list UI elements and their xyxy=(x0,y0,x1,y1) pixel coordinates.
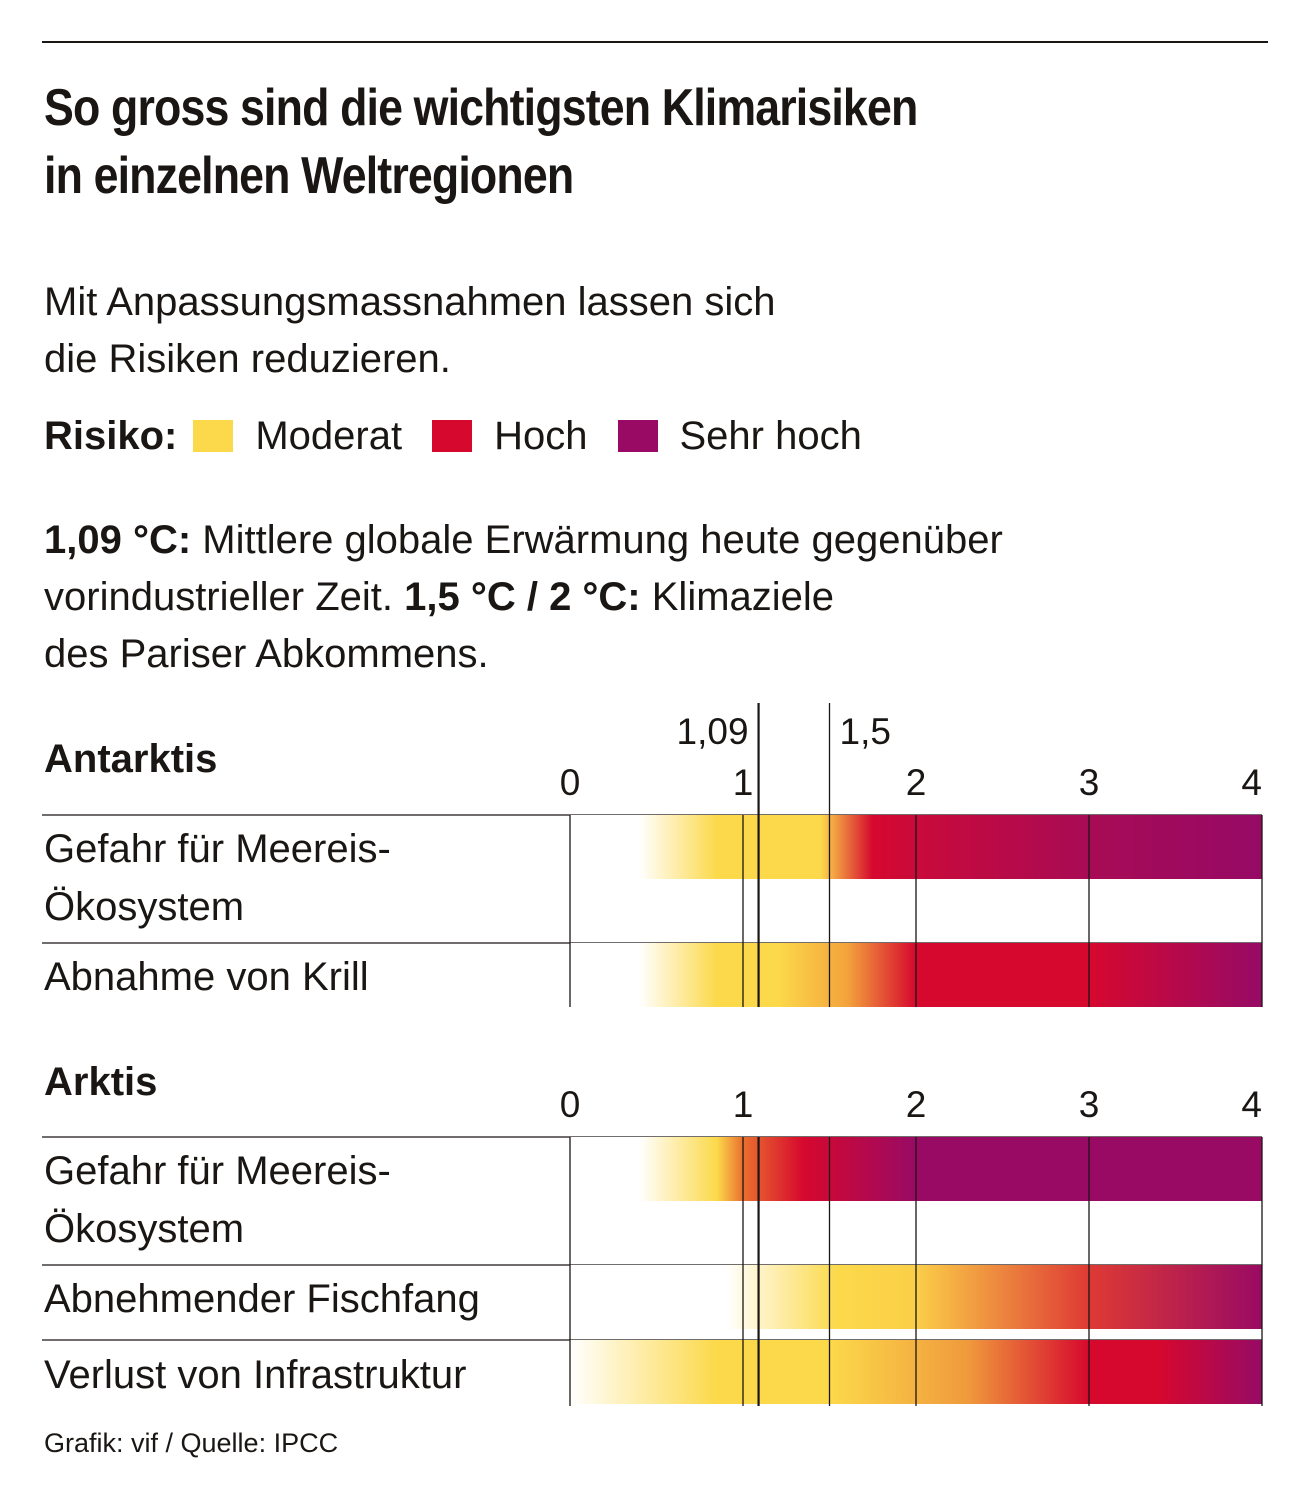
note-line-2: vorindustrieller Zeit. 1,5 °C / 2 °C: Kl… xyxy=(44,569,1003,626)
chart-subtitle: Mit Anpassungsmassnahmen lassen sich die… xyxy=(44,274,775,388)
row-label-antarktis-1-0: Abnahme von Krill xyxy=(44,955,369,999)
row-label-antarktis-0-1: Ökosystem xyxy=(44,885,244,929)
x-tick-label-antarktis-2: 2 xyxy=(906,762,927,803)
row-label-antarktis-0-0: Gefahr für Meereis- xyxy=(44,827,391,871)
x-tick-label-arktis-1: 1 xyxy=(733,1084,754,1125)
explanatory-note: 1,09 °C: Mittlere globale Erwärmung heut… xyxy=(44,512,1003,683)
note-text-climate-targets: Klimaziele xyxy=(640,575,835,619)
top-rule xyxy=(42,41,1268,43)
reference-label-15: 1,5 xyxy=(840,711,891,752)
note-line-1: 1,09 °C: Mittlere globale Erwärmung heut… xyxy=(44,512,1003,569)
source-credit: Grafik: vif / Quelle: IPCC xyxy=(44,1428,339,1458)
x-tick-label-arktis-3: 3 xyxy=(1079,1084,1100,1125)
legend-swatch-moderat xyxy=(193,420,234,452)
legend-label-moderat: Moderat xyxy=(255,413,403,458)
legend-title: Risiko: xyxy=(44,413,178,458)
x-tick-label-antarktis-1: 1 xyxy=(733,762,754,803)
chart-title: So gross sind die wichtigsten Klimarisik… xyxy=(44,74,1076,210)
reference-label-109: 1,09 xyxy=(677,711,749,752)
row-label-arktis-0-1: Ökosystem xyxy=(44,1207,244,1251)
x-tick-label-antarktis-0: 0 xyxy=(560,762,581,803)
note-line-3: des Pariser Abkommens. xyxy=(44,626,1003,683)
note-text-preindustrial: vorindustrieller Zeit. xyxy=(44,575,405,619)
row-label-arktis-0-0: Gefahr für Meereis- xyxy=(44,1149,391,1193)
region-heading-antarktis: Antarktis xyxy=(44,737,217,781)
note-bold-current-warming: 1,09 °C: xyxy=(44,518,192,562)
x-tick-label-antarktis-3: 3 xyxy=(1079,762,1100,803)
note-bold-climate-targets: 1,5 °C / 2 °C: xyxy=(404,575,641,619)
x-tick-label-arktis-0: 0 xyxy=(560,1084,581,1125)
legend: Risiko: Moderat Hoch Sehr hoch xyxy=(44,410,892,462)
x-tick-label-arktis-2: 2 xyxy=(906,1084,927,1125)
chart-subtitle-line-1: Mit Anpassungsmassnahmen lassen sich xyxy=(44,280,776,324)
row-label-arktis-2-0: Verlust von Infrastruktur xyxy=(44,1353,466,1397)
chart-title-line-2: in einzelnen Weltregionen xyxy=(44,147,574,205)
legend-label-sehr-hoch: Sehr hoch xyxy=(679,413,862,458)
legend-swatch-hoch xyxy=(432,420,473,452)
note-text-current-warming: Mittlere globale Erwärmung heute gegenüb… xyxy=(191,518,1003,562)
row-label-arktis-1-0: Abnehmender Fischfang xyxy=(44,1277,480,1321)
x-tick-label-arktis-4: 4 xyxy=(1241,1084,1262,1125)
chart-subtitle-line-2: die Risiken reduzieren. xyxy=(44,337,451,381)
region-heading-arktis: Arktis xyxy=(44,1060,157,1104)
legend-label-hoch: Hoch xyxy=(494,413,588,458)
note-text-paris-agreement: des Pariser Abkommens. xyxy=(44,632,489,676)
x-tick-label-antarktis-4: 4 xyxy=(1241,762,1262,803)
legend-swatch-sehr-hoch xyxy=(617,420,658,452)
chart-title-line-1: So gross sind die wichtigsten Klimarisik… xyxy=(44,79,918,137)
